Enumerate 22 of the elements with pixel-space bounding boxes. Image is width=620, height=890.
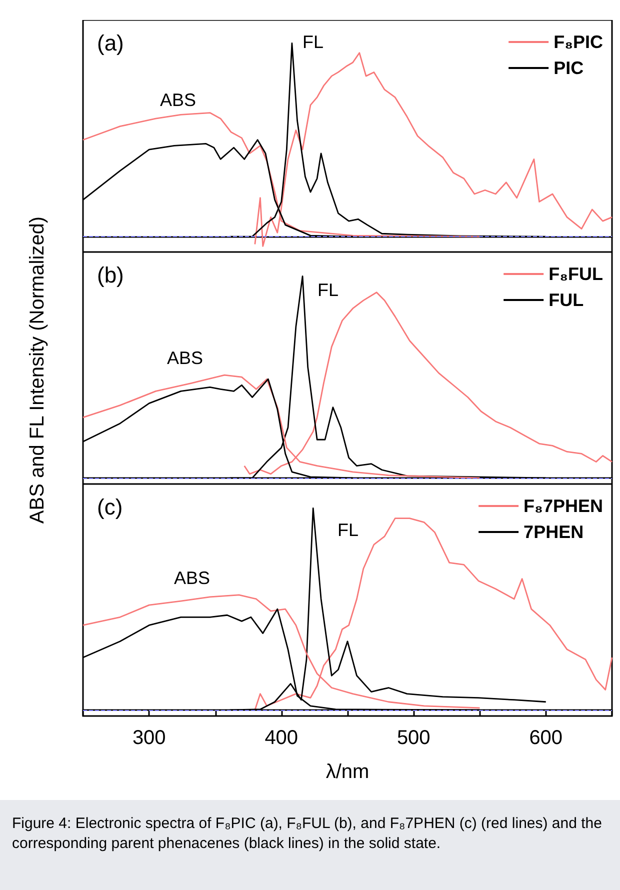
x-tick-label: 500 xyxy=(396,727,430,749)
annotation: (c) xyxy=(97,494,123,520)
annotation: (a) xyxy=(97,30,124,56)
legend-label: PIC xyxy=(554,58,584,78)
annotation: FL xyxy=(337,520,359,540)
annotation: FL xyxy=(302,32,324,52)
y-axis-title: ABS and FL Intensity (Normalized) xyxy=(26,216,50,524)
x-tick-label: 400 xyxy=(264,727,298,749)
legend-label: FUL xyxy=(548,290,584,310)
caption: Figure 4: Electronic spectra of F₈PIC (a), F₈FUL (b), and F₈7PHEN (c) (red lines) and the corresponding parent phenacenes (black lines) in the solid state. xyxy=(0,800,620,890)
legend-label: 7PHEN xyxy=(524,522,584,542)
x-tick-label: 300 xyxy=(132,727,166,749)
annotation: ABS xyxy=(160,90,196,110)
annotation: ABS xyxy=(174,568,210,588)
x-axis-title: λ/nm xyxy=(326,761,370,783)
annotation: ABS xyxy=(166,348,204,368)
legend-label: F₈FUL xyxy=(548,264,604,284)
legend-label: F₈7PHEN xyxy=(524,496,604,516)
legend-label: F₈PIC xyxy=(554,32,604,52)
annotation: FL xyxy=(317,280,339,300)
x-tick-label: 600 xyxy=(529,727,563,749)
annotation: (b) xyxy=(97,262,124,288)
